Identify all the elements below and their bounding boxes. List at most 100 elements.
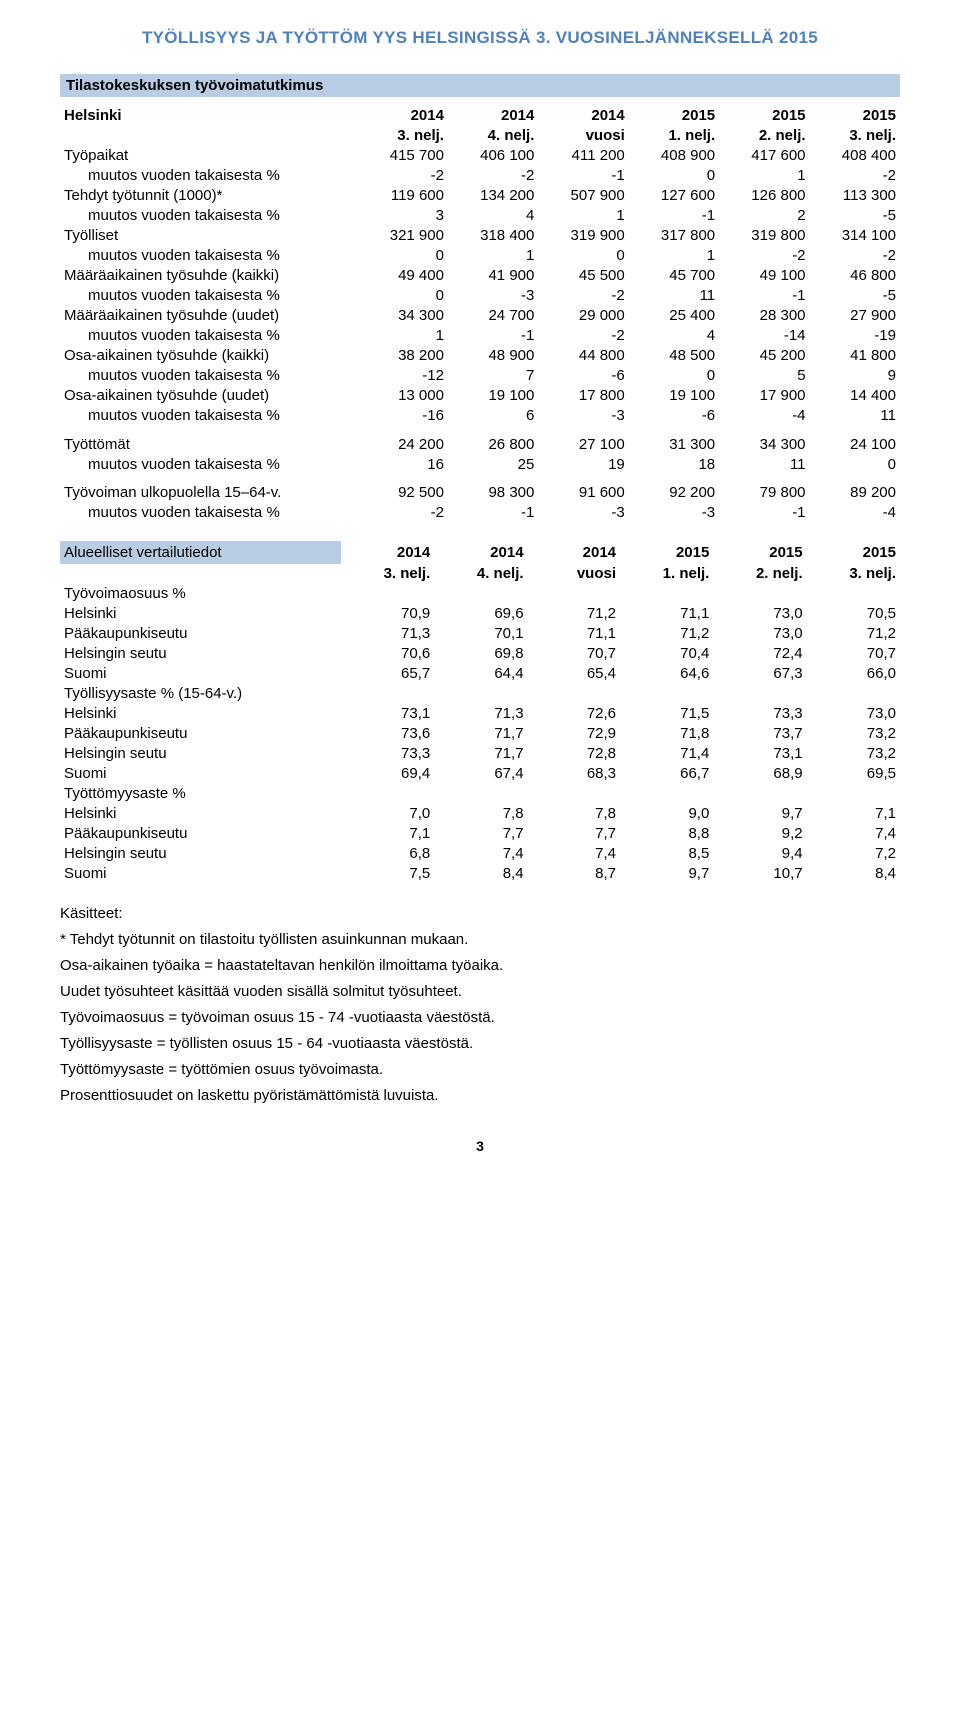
row-value: 9,7	[620, 864, 713, 884]
table-row: Työlliset321 900318 400319 900317 800319…	[60, 226, 900, 246]
row-value: 411 200	[538, 146, 628, 166]
row-value: 318 400	[448, 226, 538, 246]
row-label: Suomi	[60, 864, 341, 884]
row-value: 89 200	[810, 474, 900, 503]
empty-cell	[434, 584, 527, 604]
empty-cell	[713, 584, 806, 604]
row-value: 1	[358, 326, 448, 346]
row-value: 70,6	[341, 644, 434, 664]
table-row: 3. nelj.4. nelj.vuosi1. nelj.2. nelj.3. …	[60, 126, 900, 146]
row-value: 2015	[810, 97, 900, 126]
empty-cell	[434, 784, 527, 804]
empty-cell	[434, 684, 527, 704]
footnote-line: Työvoimaosuus = työvoiman osuus 15 - 74 …	[60, 1006, 900, 1030]
row-value: 41 900	[448, 266, 538, 286]
row-value: 2015	[719, 97, 809, 126]
row-value: 127 600	[629, 186, 719, 206]
footnotes-title: Käsitteet:	[60, 902, 900, 926]
footnote-line: Työllisyysaste = työllisten osuus 15 - 6…	[60, 1032, 900, 1056]
row-label: muutos vuoden takaisesta %	[60, 406, 358, 426]
row-value: 2. nelj.	[719, 126, 809, 146]
table-row: Pääkaupunkiseutu73,671,772,971,873,773,2	[60, 724, 900, 744]
row-value: 4. nelj.	[448, 126, 538, 146]
empty-cell	[620, 684, 713, 704]
regional-group-title: Työttömyysaste %	[60, 784, 341, 804]
row-label: Helsingin seutu	[60, 844, 341, 864]
empty-cell	[807, 684, 900, 704]
row-value: 79 800	[719, 474, 809, 503]
row-value: 17 900	[719, 386, 809, 406]
row-value: 72,6	[528, 704, 620, 724]
regional-header-year: 2015	[713, 541, 806, 564]
table-row: Pääkaupunkiseutu71,370,171,171,273,071,2	[60, 624, 900, 644]
row-value: 34 300	[719, 426, 809, 455]
table-row: Tehdyt työtunnit (1000)*119 600134 20050…	[60, 186, 900, 206]
row-value: -4	[810, 503, 900, 523]
table-row: Osa-aikainen työsuhde (kaikki)38 20048 9…	[60, 346, 900, 366]
row-value: 2014	[448, 97, 538, 126]
row-value: 24 100	[810, 426, 900, 455]
row-value: 27 900	[810, 306, 900, 326]
empty-cell	[807, 784, 900, 804]
row-value: 406 100	[448, 146, 538, 166]
regional-header-year: 2014	[434, 541, 527, 564]
row-value: -5	[810, 286, 900, 306]
row-value: 9,0	[620, 804, 713, 824]
footnotes-block: Käsitteet: * Tehdyt työtunnit on tilasto…	[60, 902, 900, 1108]
row-value: -2	[810, 166, 900, 186]
row-value: 73,0	[807, 704, 900, 724]
row-value: 415 700	[358, 146, 448, 166]
row-value: 71,1	[528, 624, 620, 644]
footnote-line: * Tehdyt työtunnit on tilastoitu työllis…	[60, 928, 900, 952]
row-value: 71,8	[620, 724, 713, 744]
row-value: 71,7	[434, 744, 527, 764]
row-value: 134 200	[448, 186, 538, 206]
footnote-line: Uudet työsuhteet käsittää vuoden sisällä…	[60, 980, 900, 1004]
row-value: 507 900	[538, 186, 628, 206]
row-value: 6,8	[341, 844, 434, 864]
row-value: 2014	[358, 97, 448, 126]
table-row: Helsinki73,171,372,671,573,373,0	[60, 704, 900, 724]
row-value: -2	[810, 246, 900, 266]
row-value: 8,4	[807, 864, 900, 884]
row-value: 68,3	[528, 764, 620, 784]
row-value: -3	[629, 503, 719, 523]
table-row: muutos vuoden takaisesta %341-12-5	[60, 206, 900, 226]
empty-cell	[620, 784, 713, 804]
table-row: muutos vuoden takaisesta %-2-2-101-2	[60, 166, 900, 186]
empty-cell	[341, 684, 434, 704]
row-value: 98 300	[448, 474, 538, 503]
row-value: 49 400	[358, 266, 448, 286]
row-value: 0	[358, 246, 448, 266]
table-row: Työpaikat415 700406 100411 200408 900417…	[60, 146, 900, 166]
row-value: 92 200	[629, 474, 719, 503]
table-row: muutos vuoden takaisesta %0-3-211-1-5	[60, 286, 900, 306]
row-value: 70,9	[341, 604, 434, 624]
row-value: 46 800	[810, 266, 900, 286]
row-value: 0	[629, 366, 719, 386]
regional-header-year: 2015	[807, 541, 900, 564]
row-value: 408 400	[810, 146, 900, 166]
row-value: 73,7	[713, 724, 806, 744]
row-label	[60, 564, 341, 584]
row-value: 7,0	[341, 804, 434, 824]
regional-group-title-row: Työttömyysaste %	[60, 784, 900, 804]
row-label: muutos vuoden takaisesta %	[60, 366, 358, 386]
row-value: 27 100	[538, 426, 628, 455]
row-value: 4. nelj.	[434, 564, 527, 584]
row-value: 8,5	[620, 844, 713, 864]
table-row: Helsinki201420142014201520152015	[60, 97, 900, 126]
row-value: 7	[448, 366, 538, 386]
row-value: -19	[810, 326, 900, 346]
empty-cell	[528, 684, 620, 704]
row-value: 314 100	[810, 226, 900, 246]
row-value: 1	[719, 166, 809, 186]
row-value: -3	[538, 406, 628, 426]
row-value: 66,0	[807, 664, 900, 684]
row-label	[60, 126, 358, 146]
table-row: Suomi7,58,48,79,710,78,4	[60, 864, 900, 884]
row-value: 6	[448, 406, 538, 426]
row-value: 45 200	[719, 346, 809, 366]
row-value: -2	[358, 503, 448, 523]
empty-cell	[528, 584, 620, 604]
